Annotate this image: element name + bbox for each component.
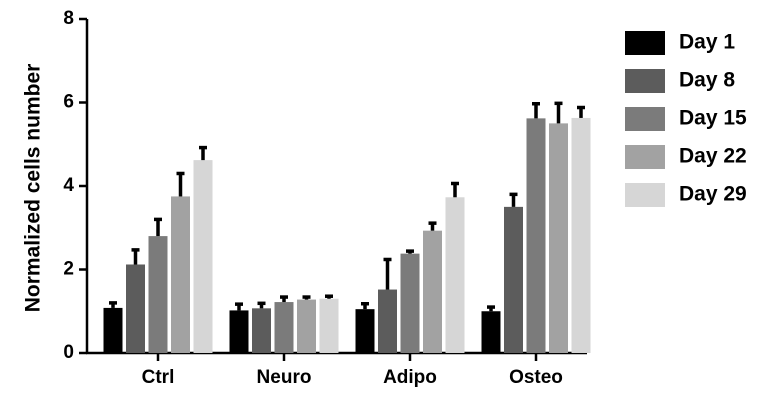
y-axis-label: Normalized cells number [22, 64, 45, 313]
bar [355, 309, 375, 353]
x-tick-label: Neuro [257, 367, 312, 388]
legend-swatch [625, 183, 665, 207]
y-tick-label: 4 [63, 175, 74, 196]
legend-swatch [625, 31, 665, 55]
y-tick-label: 2 [63, 259, 74, 280]
bar [445, 197, 465, 353]
bar [378, 289, 397, 353]
legend-swatch [625, 69, 665, 93]
bar [229, 310, 249, 353]
bar [126, 264, 145, 353]
bar [193, 160, 213, 353]
bar [481, 311, 501, 353]
bar [274, 302, 294, 353]
bar [423, 230, 442, 353]
bar [526, 118, 546, 354]
bar [571, 117, 591, 353]
y-axis: 0 2 4 6 8 [63, 8, 89, 363]
legend: Day 1 Day 8 Day 15 Day 22 Day 29 [625, 31, 747, 207]
legend-swatch [625, 145, 665, 169]
y-tick-label: 8 [63, 8, 74, 29]
legend-label: Day 15 [679, 107, 747, 130]
bar [549, 123, 568, 353]
legend-label: Day 8 [679, 69, 735, 92]
legend-swatch [625, 107, 665, 131]
bar [319, 298, 339, 353]
bar [171, 196, 190, 353]
legend-label: Day 29 [679, 183, 747, 206]
y-tick-label: 6 [63, 92, 74, 113]
bar [103, 307, 123, 353]
bar [148, 236, 168, 353]
bar [297, 299, 316, 353]
x-tick-label: Ctrl [142, 367, 175, 388]
bar [400, 253, 420, 353]
error-bars-group [109, 101, 585, 312]
x-tick-label: Osteo [509, 367, 563, 388]
bar [252, 308, 271, 353]
x-axis: Ctrl Neuro Adipo Osteo [86, 351, 587, 388]
y-tick-label: 0 [63, 342, 74, 363]
legend-label: Day 1 [679, 31, 735, 54]
x-tick-label: Adipo [383, 367, 437, 388]
bars-group [103, 117, 591, 354]
bar [504, 206, 523, 353]
legend-label: Day 22 [679, 145, 747, 168]
